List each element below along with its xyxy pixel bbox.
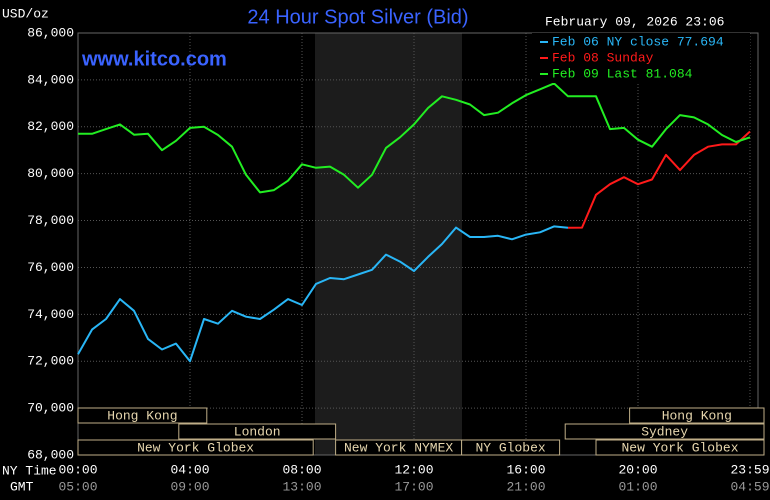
session-label: London bbox=[234, 424, 281, 439]
y-tick-label: 86,000 bbox=[27, 25, 74, 40]
x2-tick-label: 21:00 bbox=[506, 479, 545, 494]
series-line bbox=[78, 82, 751, 194]
session-box bbox=[595, 439, 765, 456]
x2-tick-label: 09:00 bbox=[170, 479, 209, 494]
y-tick-label: 72,000 bbox=[27, 354, 74, 369]
session-shade bbox=[315, 33, 462, 455]
session-label: New York Globex bbox=[621, 440, 738, 455]
x2-tick-label: 05:00 bbox=[58, 479, 97, 494]
chart-title: 24 Hour Spot Silver (Bid) bbox=[247, 6, 468, 28]
y-tick-label: 70,000 bbox=[27, 401, 74, 416]
x-axis-label: NY Time bbox=[2, 463, 57, 478]
series-line bbox=[567, 130, 751, 229]
y-tick-label: 76,000 bbox=[27, 260, 74, 275]
x-tick-label: 00:00 bbox=[58, 462, 97, 477]
y-tick-label: 84,000 bbox=[27, 72, 74, 87]
x-tick-label: 20:00 bbox=[618, 462, 657, 477]
session-label: Hong Kong bbox=[107, 408, 177, 423]
session-label: Hong Kong bbox=[662, 408, 732, 423]
y-tick-label: 80,000 bbox=[27, 166, 74, 181]
y-tick-label: 82,000 bbox=[27, 119, 74, 134]
session-box bbox=[461, 439, 561, 456]
timestamp: February 09, 2026 23:06 bbox=[545, 14, 724, 29]
session-box bbox=[629, 407, 765, 424]
x-tick-label: 23:59 bbox=[730, 462, 769, 477]
session-label: New York Globex bbox=[137, 440, 254, 455]
x2-tick-label: 04:59 bbox=[730, 479, 769, 494]
session-label: NY Globex bbox=[475, 440, 545, 455]
x-tick-label: 04:00 bbox=[170, 462, 209, 477]
legend-label: Feb 09 Last 81.084 bbox=[552, 66, 693, 81]
y-axis-label: USD/oz bbox=[2, 6, 49, 21]
watermark: www.kitco.com bbox=[81, 48, 227, 70]
x2-axis-label: GMT bbox=[10, 479, 34, 494]
legend-label: Feb 08 Sunday bbox=[552, 50, 654, 65]
legend-label: Feb 06 NY close 77.694 bbox=[552, 34, 724, 49]
x-tick-label: 08:00 bbox=[282, 462, 321, 477]
x2-tick-label: 01:00 bbox=[618, 479, 657, 494]
legend-box bbox=[532, 33, 750, 83]
session-box bbox=[178, 423, 337, 440]
x2-tick-label: 13:00 bbox=[282, 479, 321, 494]
y-tick-label: 68,000 bbox=[27, 447, 74, 462]
series-line bbox=[77, 225, 569, 363]
session-box bbox=[77, 439, 314, 456]
x-tick-label: 12:00 bbox=[394, 462, 433, 477]
session-box bbox=[564, 423, 765, 440]
x-tick-label: 16:00 bbox=[506, 462, 545, 477]
session-label: Sydney bbox=[641, 424, 688, 439]
y-tick-label: 74,000 bbox=[27, 307, 74, 322]
session-label: New York NYMEX bbox=[344, 440, 453, 455]
y-tick-label: 78,000 bbox=[27, 213, 74, 228]
session-box bbox=[77, 407, 208, 424]
x2-tick-label: 17:00 bbox=[394, 479, 433, 494]
